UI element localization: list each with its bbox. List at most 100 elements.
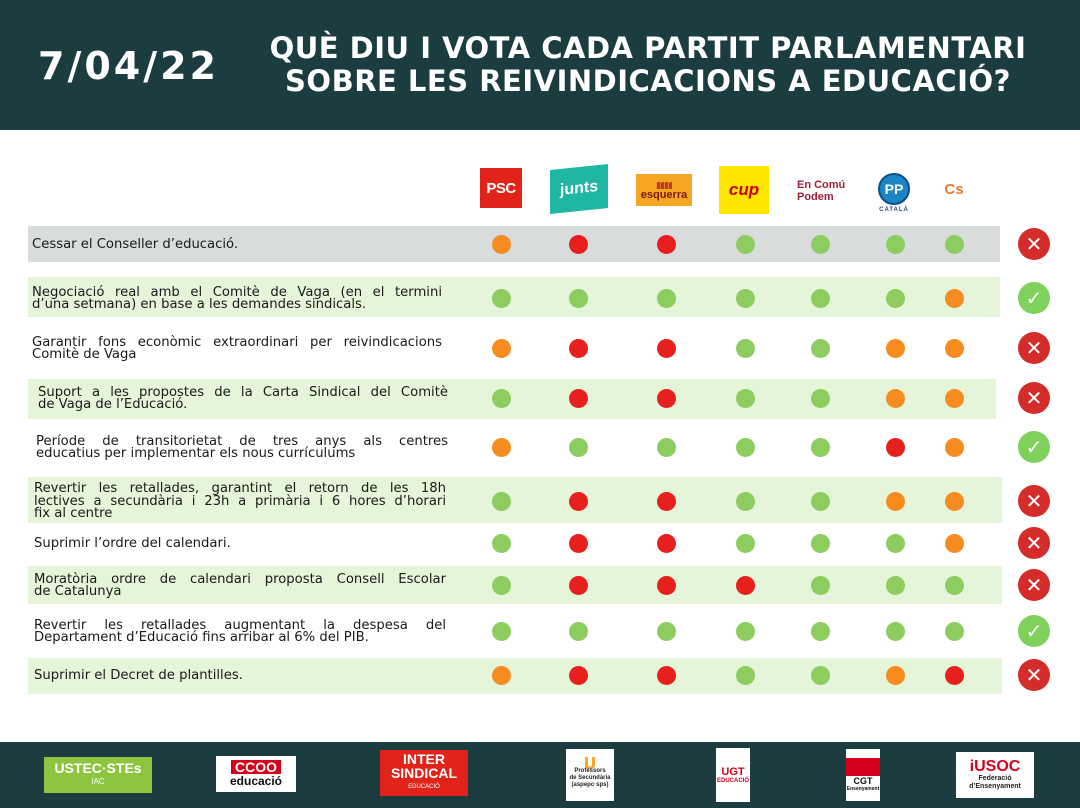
vote-dot-comu: [810, 388, 830, 408]
vote-dot-cup: [735, 437, 755, 457]
table-row: Revertir les retallades, garantint el re…: [0, 477, 1080, 523]
party-logos: PSC junts ▮▮▮▮ esquerra cup En Comú Pode…: [0, 160, 1080, 220]
vote-dot-junts: [568, 338, 588, 358]
vote-dot-junts: [568, 437, 588, 457]
row-label-line: Cessar el Conseller d’educació.: [32, 236, 239, 252]
ustec-label: USTEC·STEs: [54, 760, 142, 776]
vote-dot-comu: [810, 437, 830, 457]
vote-dot-pp: [885, 533, 905, 553]
iusoc-line-1: Federació: [978, 775, 1012, 782]
table-row: Garantir fons econòmic extraordinari per…: [0, 330, 1080, 368]
vote-dot-pp: [885, 437, 905, 457]
row-label: Cessar el Conseller d’educació.: [32, 236, 472, 252]
row-label-line: Departament d’Educació fins arribar al 6…: [34, 630, 369, 645]
vote-dot-pp: [885, 288, 905, 308]
ccoo-sub: educació: [229, 774, 283, 788]
row-label: Període de transitorietat de tres anys a…: [36, 435, 448, 461]
vote-dot-esquerra: [656, 575, 676, 595]
vote-dot-cs: [944, 575, 964, 595]
esquerra-bars-icon: ▮▮▮▮: [656, 180, 673, 190]
vote-dot-junts: [568, 533, 588, 553]
row-label-line: educatius per implementar els nous currí…: [36, 446, 356, 461]
ustec-sub: IAC: [91, 777, 105, 786]
vote-dot-cs: [944, 234, 964, 254]
vote-dot-psc: [491, 388, 511, 408]
vote-dot-cs: [944, 388, 964, 408]
row-background: [28, 477, 1002, 523]
vote-dot-comu: [810, 491, 830, 511]
vote-dot-cup: [735, 491, 755, 511]
vote-dot-cup: [735, 234, 755, 254]
ustec-logo: USTEC·STEs IAC: [44, 757, 152, 793]
vote-dot-junts: [568, 288, 588, 308]
vote-dot-esquerra: [656, 288, 676, 308]
cross-icon: ✕: [1018, 659, 1050, 691]
vote-dot-cup: [735, 665, 755, 685]
prof-line-3: (aspepc·sps): [571, 782, 609, 788]
check-icon: ✓: [1018, 282, 1050, 314]
professors-secundaria-logo: ᑌ Professors de Secundària (aspepc·sps): [566, 749, 614, 801]
vote-dot-junts: [568, 575, 588, 595]
vote-dot-esquerra: [656, 533, 676, 553]
vote-dot-psc: [491, 338, 511, 358]
cs-logo: Cs: [944, 180, 964, 198]
vote-dot-junts: [568, 234, 588, 254]
vote-dot-psc: [491, 533, 511, 553]
ugt-logo: UGT EDUCACIÓ: [716, 748, 750, 802]
row-label-line: Suport a les propostes de la Carta Sindi…: [38, 384, 448, 400]
table-row: Suprimir l’ordre del calendari. ✕: [0, 527, 1080, 559]
row-label: Garantir fons econòmic extraordinari per…: [32, 336, 442, 362]
table-row: Període de transitorietat de tres anys a…: [0, 430, 1080, 468]
vote-dot-cs: [944, 491, 964, 511]
vote-dot-pp: [885, 234, 905, 254]
vote-dot-comu: [810, 665, 830, 685]
vote-dot-cs: [944, 437, 964, 457]
row-label: Suprimir el Decret de plantilles.: [34, 669, 446, 683]
vote-dot-psc: [491, 665, 511, 685]
vote-dot-esquerra: [656, 338, 676, 358]
row-label-line: Negociació real amb el Comitè de Vaga (e…: [32, 284, 442, 300]
cgt-sub: Ensenyament: [846, 786, 880, 792]
row-label-line: Moratòria ordre de calendari proposta Co…: [34, 571, 446, 587]
vote-dot-cup: [735, 575, 755, 595]
inter-label-1: INTER: [403, 751, 445, 767]
vote-dot-junts: [568, 665, 588, 685]
table-row: Negociació real amb el Comitè de Vaga (e…: [0, 277, 1080, 317]
row-label: Revertir les retallades augmentant la de…: [34, 619, 446, 645]
pp-sub: CATALÀ: [879, 207, 909, 213]
title-line-2: SOBRE LES REIVINDICACIONS A EDUCACIÓ?: [285, 64, 1011, 98]
row-background: [28, 277, 1000, 317]
vote-dot-cup: [735, 388, 755, 408]
row-label-line: Revertir les retallades, garantint el re…: [34, 481, 446, 497]
comu-logo: En Comú Podem: [797, 176, 853, 206]
row-label-line: Suprimir l’ordre del calendari.: [34, 535, 231, 551]
row-label-line: de Vaga de l’Educació.: [38, 397, 188, 412]
row-background: [28, 379, 996, 419]
iusoc-logo: iUSOC Federació d’Ensenyament: [956, 752, 1034, 798]
vote-dot-psc: [491, 234, 511, 254]
iusoc-label: iUSOC: [969, 758, 1021, 775]
vote-dot-psc: [491, 575, 511, 595]
vote-dot-cs: [944, 338, 964, 358]
esquerra-logo: ▮▮▮▮ esquerra: [636, 174, 692, 206]
header: 7/04/22 QUÈ DIU I VOTA CADA PARTIT PARLA…: [0, 0, 1080, 130]
vote-dot-esquerra: [656, 437, 676, 457]
vote-dot-cup: [735, 533, 755, 553]
intersindical-logo: INTER SINDICAL EDUCACIÓ: [380, 750, 468, 796]
date: 7/04/22: [38, 44, 219, 88]
row-label: Suport a les propostes de la Carta Sindi…: [38, 384, 448, 412]
cross-icon: ✕: [1018, 485, 1050, 517]
junts-logo: junts: [550, 163, 608, 215]
vote-dot-cs: [944, 665, 964, 685]
table-row: Revertir les retallades augmentant la de…: [0, 614, 1080, 650]
vote-dot-pp: [885, 665, 905, 685]
pp-label: PP: [878, 173, 910, 205]
table-row: Suport a les propostes de la Carta Sindi…: [0, 379, 1080, 419]
vote-dot-pp: [885, 491, 905, 511]
row-background: [28, 566, 1002, 604]
vote-dot-cs: [944, 621, 964, 641]
cgt-label: CGT: [853, 776, 873, 786]
esquerra-label: esquerra: [640, 189, 688, 201]
vote-dot-cs: [944, 288, 964, 308]
table-row: Suprimir el Decret de plantilles. ✕: [0, 658, 1080, 694]
